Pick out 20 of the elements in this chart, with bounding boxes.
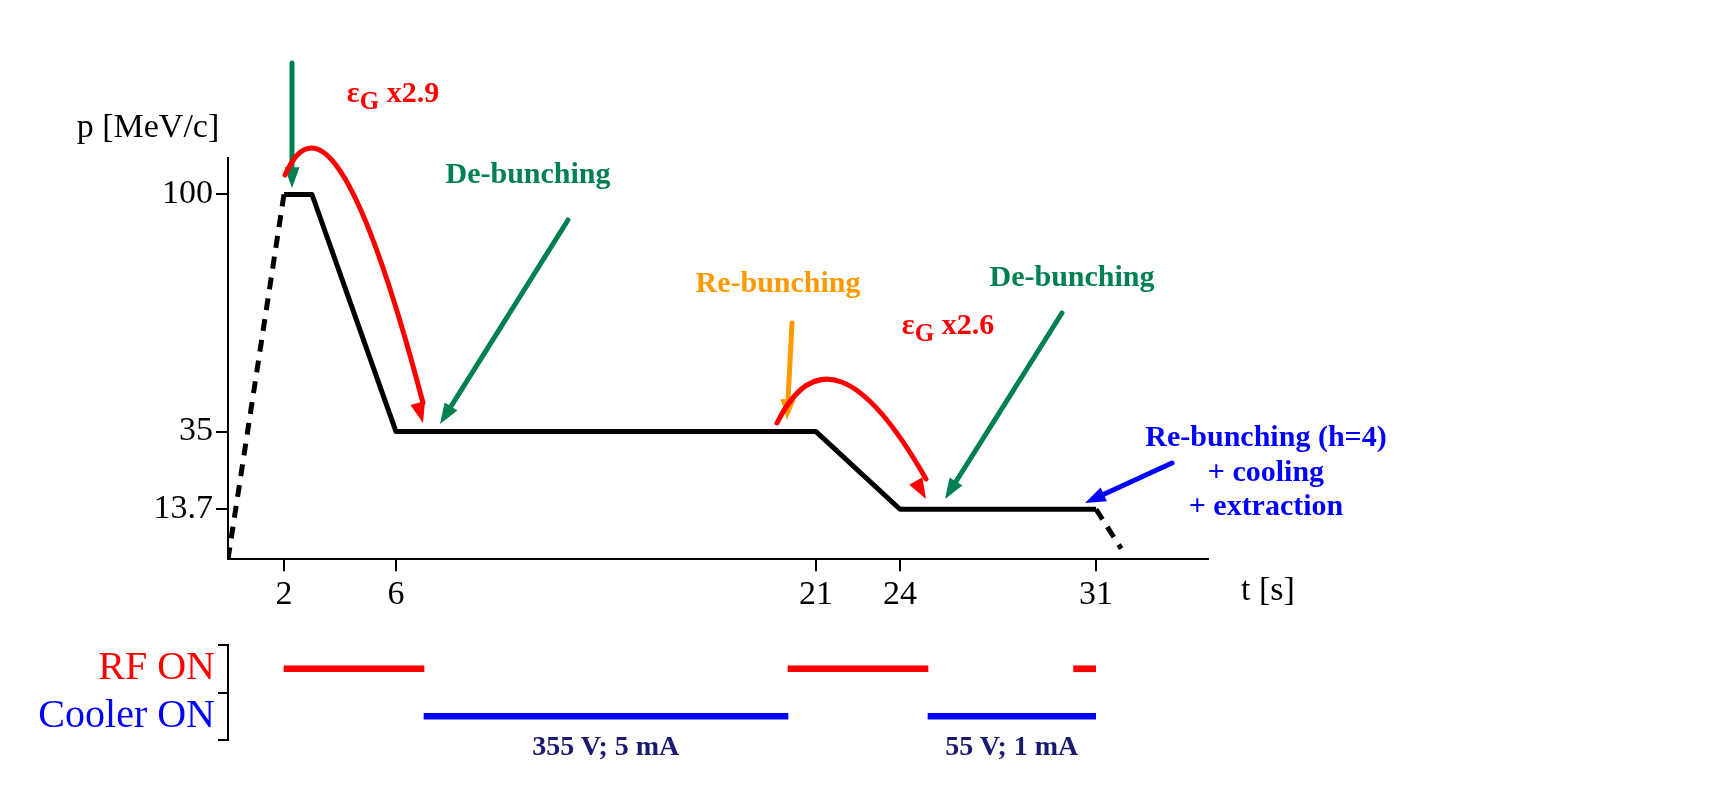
- y-tick-label: 100: [162, 173, 213, 211]
- y-axis-title: p [MeV/c]: [76, 106, 220, 144]
- annotation: ε$_{G}$ x2.6: [901, 306, 995, 348]
- x-axis-title: t [s]: [1241, 570, 1295, 608]
- annotation: 55 V; 1 mA: [945, 730, 1080, 762]
- x-tick-label: 24: [883, 573, 917, 611]
- y-tick-label: RF ON: [98, 643, 215, 689]
- annotation: De-bunching: [989, 258, 1155, 294]
- annotation: 355 V; 5 mA: [532, 730, 681, 762]
- x-tick-label: 2: [275, 573, 293, 611]
- annotation: Re-bunching: [695, 264, 861, 300]
- annotation: De-bunching: [445, 155, 611, 191]
- x-tick-label: 31: [1079, 573, 1113, 611]
- text: ε$_{G}$ x2.9: [346, 74, 440, 116]
- y-tick-label: 13.7: [153, 488, 213, 526]
- y-tick-label: Cooler ON: [38, 690, 215, 736]
- x-tick-label: 6: [387, 573, 405, 611]
- x-tick-label: 21: [799, 573, 833, 611]
- annotation: Re-bunching (h=4) + cooling + extraction: [1145, 419, 1387, 523]
- y-tick-label: 35: [179, 410, 213, 448]
